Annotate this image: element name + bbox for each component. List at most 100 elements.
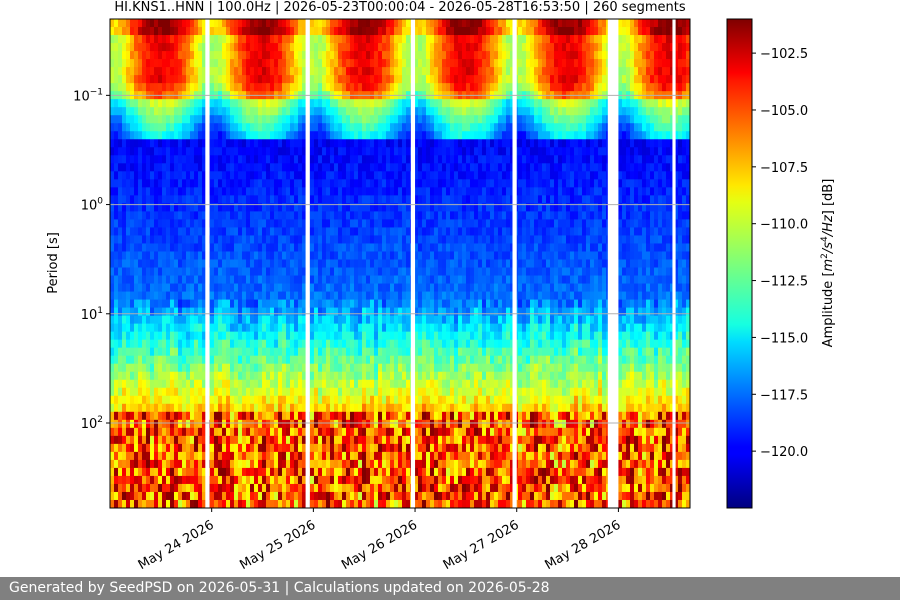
- heatmap-cell: [162, 43, 167, 52]
- heatmap-cell: [354, 395, 359, 405]
- heatmap-cell: [258, 483, 263, 493]
- heatmap-cell: [182, 211, 187, 220]
- heatmap-cell: [250, 355, 255, 365]
- heatmap-cell: [302, 75, 307, 84]
- heatmap-cell: [282, 195, 287, 204]
- heatmap-cell: [246, 59, 251, 68]
- heatmap-cell: [110, 443, 115, 453]
- heatmap-cell: [214, 331, 219, 341]
- heatmap-cell: [138, 123, 143, 132]
- heatmap-cell: [154, 379, 159, 389]
- heatmap-cell: [406, 171, 411, 180]
- heatmap-cell: [302, 435, 307, 445]
- heatmap-cell: [318, 483, 323, 493]
- heatmap-cell: [422, 147, 427, 156]
- heatmap-cell: [118, 155, 123, 164]
- heatmap-cell: [186, 235, 191, 244]
- heatmap-cell: [278, 347, 283, 357]
- heatmap-cell: [310, 371, 315, 381]
- heatmap-cell: [434, 315, 439, 325]
- heatmap-cell: [362, 171, 367, 180]
- heatmap-cell: [434, 419, 439, 429]
- heatmap-cell: [270, 395, 275, 405]
- heatmap-cell: [210, 195, 215, 204]
- heatmap-cell: [378, 371, 383, 381]
- heatmap-cell: [214, 107, 219, 116]
- heatmap-cell: [406, 43, 411, 52]
- heatmap-cell: [274, 187, 279, 196]
- heatmap-cell: [370, 315, 375, 325]
- heatmap-cell: [114, 123, 119, 132]
- heatmap-cell: [390, 251, 395, 260]
- heatmap-cell: [238, 203, 243, 212]
- heatmap-cell: [386, 107, 391, 116]
- heatmap-cell: [158, 43, 163, 52]
- heatmap-cell: [262, 179, 267, 188]
- heatmap-cell: [282, 363, 287, 373]
- heatmap-cell: [366, 235, 371, 244]
- heatmap-cell: [286, 291, 291, 301]
- heatmap-cell: [110, 179, 115, 188]
- heatmap-cell: [426, 267, 431, 277]
- heatmap-cell: [174, 107, 179, 116]
- heatmap-cell: [314, 491, 319, 501]
- heatmap-cell: [370, 427, 375, 437]
- heatmap-cell: [346, 371, 351, 381]
- heatmap-cell: [278, 427, 283, 437]
- heatmap-cell: [370, 123, 375, 132]
- heatmap-cell: [398, 275, 403, 285]
- heatmap-cell: [226, 107, 231, 116]
- heatmap-cell: [366, 219, 371, 228]
- heatmap-cell: [218, 99, 223, 108]
- heatmap-cell: [138, 323, 143, 333]
- heatmap-cell: [130, 315, 135, 325]
- heatmap-cell: [402, 131, 407, 140]
- heatmap-cell: [406, 403, 411, 413]
- heatmap-cell: [158, 75, 163, 84]
- heatmap-cell: [186, 395, 191, 405]
- heatmap-cell: [358, 139, 363, 148]
- heatmap-cell: [386, 411, 391, 421]
- heatmap-cell: [394, 323, 399, 333]
- heatmap-cell: [114, 211, 119, 220]
- heatmap-cell: [190, 419, 195, 429]
- heatmap-cell: [326, 435, 331, 445]
- heatmap-cell: [126, 51, 131, 60]
- heatmap-cell: [150, 339, 155, 349]
- heatmap-cell: [118, 131, 123, 140]
- heatmap-cell: [170, 411, 175, 421]
- heatmap-cell: [178, 99, 183, 108]
- heatmap-cell: [390, 491, 395, 501]
- heatmap-cell: [210, 427, 215, 437]
- heatmap-cell: [318, 371, 323, 381]
- heatmap-cell: [262, 139, 267, 148]
- heatmap-cell: [322, 43, 327, 52]
- heatmap-cell: [322, 483, 327, 493]
- heatmap-cell: [398, 187, 403, 196]
- heatmap-cell: [346, 43, 351, 52]
- heatmap-cell: [214, 243, 219, 252]
- heatmap-cell: [302, 259, 307, 269]
- heatmap-cell: [406, 155, 411, 164]
- heatmap-cell: [338, 363, 343, 373]
- heatmap-cell: [198, 219, 203, 228]
- heatmap-cell: [434, 35, 439, 44]
- heatmap-cell: [294, 227, 299, 236]
- heatmap-cell: [130, 67, 135, 76]
- heatmap-cell: [210, 27, 215, 36]
- heatmap-cell: [182, 123, 187, 132]
- heatmap-cell: [418, 19, 423, 28]
- heatmap-cell: [122, 115, 127, 124]
- heatmap-cell: [366, 163, 371, 172]
- heatmap-cell: [242, 75, 247, 84]
- heatmap-cell: [226, 443, 231, 453]
- heatmap-cell: [254, 459, 259, 469]
- heatmap-cell: [430, 395, 435, 405]
- heatmap-cell: [238, 27, 243, 36]
- heatmap-cell: [210, 451, 215, 461]
- heatmap-cell: [370, 147, 375, 156]
- heatmap-cell: [210, 259, 215, 269]
- heatmap-cell: [326, 331, 331, 341]
- heatmap-cell: [182, 235, 187, 244]
- heatmap-cell: [242, 123, 247, 132]
